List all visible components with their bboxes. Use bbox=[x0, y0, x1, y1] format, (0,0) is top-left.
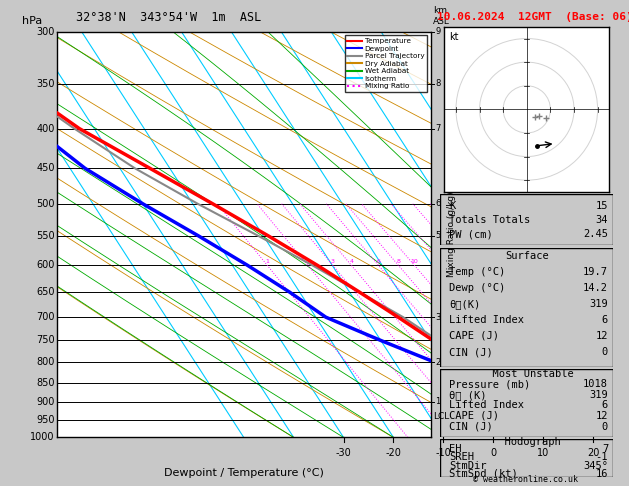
Text: 1: 1 bbox=[435, 398, 440, 406]
Text: -1: -1 bbox=[596, 452, 608, 462]
Text: 3: 3 bbox=[331, 259, 335, 263]
Text: 8: 8 bbox=[396, 259, 400, 263]
Text: km
ASL: km ASL bbox=[433, 6, 450, 25]
Text: 12: 12 bbox=[596, 331, 608, 341]
Text: 800: 800 bbox=[36, 357, 55, 367]
Text: 750: 750 bbox=[36, 335, 55, 346]
Text: Surface: Surface bbox=[505, 251, 548, 261]
Text: 12: 12 bbox=[596, 411, 608, 421]
Text: 950: 950 bbox=[36, 415, 55, 425]
Text: 6: 6 bbox=[376, 259, 381, 263]
Text: CIN (J): CIN (J) bbox=[449, 421, 493, 432]
Text: 1000: 1000 bbox=[30, 433, 55, 442]
Text: LCL: LCL bbox=[433, 412, 449, 421]
Text: 850: 850 bbox=[36, 378, 55, 388]
Text: 300: 300 bbox=[36, 27, 55, 36]
Text: 2.45: 2.45 bbox=[583, 229, 608, 239]
Text: 10: 10 bbox=[411, 259, 418, 263]
Text: 600: 600 bbox=[36, 260, 55, 270]
Text: 2: 2 bbox=[306, 259, 309, 263]
Text: -30: -30 bbox=[336, 448, 352, 457]
Text: SREH: SREH bbox=[449, 452, 474, 462]
Text: 7: 7 bbox=[435, 124, 441, 133]
Text: Dewp (°C): Dewp (°C) bbox=[449, 283, 505, 293]
Text: kt: kt bbox=[449, 32, 459, 42]
Text: Hodograph: Hodograph bbox=[493, 437, 561, 447]
Text: Totals Totals: Totals Totals bbox=[449, 215, 530, 225]
Text: 6: 6 bbox=[602, 315, 608, 325]
Text: StmSpd (kt): StmSpd (kt) bbox=[449, 469, 518, 479]
Text: Dewpoint / Temperature (°C): Dewpoint / Temperature (°C) bbox=[164, 468, 324, 478]
Text: 7: 7 bbox=[602, 444, 608, 454]
Text: 32°38'N  343°54'W  1m  ASL: 32°38'N 343°54'W 1m ASL bbox=[76, 11, 262, 24]
Text: 4: 4 bbox=[349, 259, 353, 263]
Text: 10.06.2024  12GMT  (Base: 06): 10.06.2024 12GMT (Base: 06) bbox=[437, 12, 629, 22]
Text: 3: 3 bbox=[435, 312, 441, 322]
Text: 650: 650 bbox=[36, 287, 55, 297]
Text: 900: 900 bbox=[36, 397, 55, 407]
Text: 10: 10 bbox=[537, 448, 549, 457]
Text: 16: 16 bbox=[596, 469, 608, 479]
Text: CIN (J): CIN (J) bbox=[449, 347, 493, 357]
Text: θᴇ (K): θᴇ (K) bbox=[449, 390, 486, 400]
Text: 500: 500 bbox=[36, 199, 55, 209]
Legend: Temperature, Dewpoint, Parcel Trajectory, Dry Adiabat, Wet Adiabat, Isotherm, Mi: Temperature, Dewpoint, Parcel Trajectory… bbox=[345, 35, 427, 92]
Text: 20: 20 bbox=[587, 448, 599, 457]
Text: 0: 0 bbox=[602, 347, 608, 357]
Text: Lifted Index: Lifted Index bbox=[449, 400, 524, 410]
Text: 319: 319 bbox=[589, 299, 608, 309]
Text: StmDir: StmDir bbox=[449, 461, 486, 470]
Text: 1: 1 bbox=[265, 259, 269, 263]
Text: Temp (°C): Temp (°C) bbox=[449, 267, 505, 277]
Text: 0: 0 bbox=[602, 421, 608, 432]
Text: 19.7: 19.7 bbox=[583, 267, 608, 277]
Text: © weatheronline.co.uk: © weatheronline.co.uk bbox=[473, 474, 577, 484]
Text: 6: 6 bbox=[435, 199, 441, 208]
Text: Lifted Index: Lifted Index bbox=[449, 315, 524, 325]
Text: 345°: 345° bbox=[583, 461, 608, 470]
Text: -20: -20 bbox=[386, 448, 401, 457]
Text: Pressure (mb): Pressure (mb) bbox=[449, 380, 530, 389]
Text: 14.2: 14.2 bbox=[583, 283, 608, 293]
Text: 400: 400 bbox=[36, 123, 55, 134]
Text: 350: 350 bbox=[36, 79, 55, 88]
Text: EH: EH bbox=[449, 444, 462, 454]
Text: 0: 0 bbox=[490, 448, 496, 457]
Text: PW (cm): PW (cm) bbox=[449, 229, 493, 239]
Text: 550: 550 bbox=[36, 231, 55, 241]
Text: K: K bbox=[449, 201, 455, 210]
Text: 15: 15 bbox=[596, 201, 608, 210]
Text: 2: 2 bbox=[435, 358, 440, 367]
Text: -10: -10 bbox=[435, 448, 451, 457]
Text: hPa: hPa bbox=[22, 16, 42, 25]
Text: θᴇ(K): θᴇ(K) bbox=[449, 299, 480, 309]
Text: 5: 5 bbox=[435, 231, 440, 241]
Text: CAPE (J): CAPE (J) bbox=[449, 411, 499, 421]
Text: 9: 9 bbox=[435, 27, 440, 36]
Text: 450: 450 bbox=[36, 163, 55, 173]
Text: CAPE (J): CAPE (J) bbox=[449, 331, 499, 341]
Text: 6: 6 bbox=[602, 400, 608, 410]
Text: 8: 8 bbox=[435, 79, 441, 88]
Text: 1018: 1018 bbox=[583, 380, 608, 389]
Text: Most Unstable: Most Unstable bbox=[480, 369, 574, 379]
Text: Mixing Ratio (g/kg): Mixing Ratio (g/kg) bbox=[447, 191, 456, 278]
Text: 34: 34 bbox=[596, 215, 608, 225]
Text: 700: 700 bbox=[36, 312, 55, 322]
Text: 319: 319 bbox=[589, 390, 608, 400]
